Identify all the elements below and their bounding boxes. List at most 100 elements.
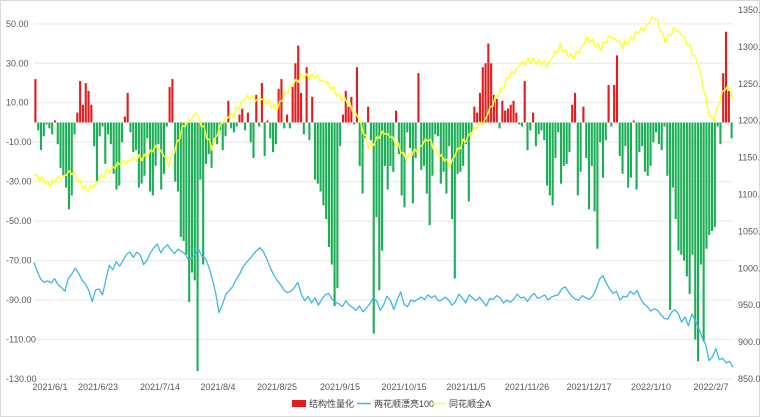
bar bbox=[571, 104, 574, 123]
bar bbox=[484, 63, 487, 123]
bar bbox=[107, 122, 110, 135]
bar bbox=[372, 122, 375, 334]
bar bbox=[336, 122, 339, 289]
bar bbox=[724, 31, 728, 123]
bar bbox=[196, 122, 199, 372]
bar bbox=[560, 122, 563, 184]
bar bbox=[190, 122, 194, 273]
bar bbox=[266, 120, 269, 123]
bar bbox=[375, 122, 378, 218]
line-series-2-path bbox=[33, 16, 734, 194]
x-tick-label: 2021/11/26 bbox=[505, 382, 549, 392]
bar bbox=[590, 122, 593, 166]
bar bbox=[45, 122, 48, 125]
bar bbox=[473, 106, 476, 123]
bar bbox=[688, 122, 691, 295]
bar bbox=[520, 122, 523, 127]
left-tick-label: -70.00 bbox=[6, 256, 32, 266]
bar bbox=[311, 96, 314, 123]
bar bbox=[224, 122, 227, 137]
bar bbox=[369, 122, 372, 141]
bar bbox=[666, 122, 669, 176]
bar bbox=[495, 98, 498, 123]
bar bbox=[353, 122, 356, 125]
bar bbox=[316, 122, 319, 184]
bar bbox=[526, 122, 529, 151]
bar bbox=[464, 122, 468, 145]
bar bbox=[53, 120, 57, 123]
bar bbox=[694, 122, 697, 340]
bar bbox=[319, 122, 322, 192]
right-tick-label: 1100.00 bbox=[738, 190, 760, 200]
x-tick-label: 2021/7/14 bbox=[140, 382, 180, 392]
x-tick-label: 2021/8/4 bbox=[200, 382, 235, 392]
bar bbox=[260, 83, 263, 123]
bar bbox=[305, 67, 308, 123]
bar bbox=[635, 122, 638, 190]
bar bbox=[109, 122, 112, 145]
bar bbox=[422, 122, 426, 166]
bar bbox=[34, 79, 37, 123]
bar bbox=[378, 122, 381, 291]
right-tick-label: 1000.00 bbox=[738, 263, 760, 273]
bar bbox=[417, 73, 420, 123]
bar bbox=[409, 122, 412, 149]
bar bbox=[93, 122, 96, 147]
bar bbox=[699, 122, 702, 265]
bar bbox=[249, 122, 252, 143]
left-tick-label: -10.00 bbox=[6, 137, 32, 147]
bar bbox=[347, 106, 350, 123]
bar bbox=[657, 122, 660, 145]
bar bbox=[62, 122, 65, 176]
left-tick-label: -30.00 bbox=[6, 177, 32, 187]
bar bbox=[607, 84, 610, 123]
left-tick-label: 30.00 bbox=[6, 58, 29, 68]
left-tick-label: -50.00 bbox=[6, 216, 32, 226]
left-tick-label: -130.00 bbox=[6, 374, 37, 384]
bar bbox=[146, 122, 149, 139]
right-tick-label: 850.00 bbox=[738, 374, 760, 384]
bar bbox=[135, 122, 138, 151]
line-series-1-path bbox=[33, 243, 734, 368]
bar bbox=[669, 122, 672, 310]
bar bbox=[168, 86, 171, 123]
bar bbox=[601, 122, 605, 178]
bar bbox=[104, 122, 107, 164]
bar bbox=[604, 122, 607, 141]
legend-label: 同花顺全A bbox=[449, 398, 491, 409]
bar bbox=[504, 110, 507, 123]
bar bbox=[216, 122, 219, 145]
bar bbox=[576, 122, 579, 196]
left-tick-label: -110.00 bbox=[6, 335, 36, 345]
bar bbox=[339, 122, 342, 147]
bar bbox=[727, 90, 730, 123]
bar bbox=[557, 122, 560, 133]
bar bbox=[587, 122, 591, 210]
bar bbox=[627, 122, 630, 188]
bar bbox=[59, 122, 62, 168]
bar bbox=[258, 122, 261, 127]
bar bbox=[565, 122, 568, 164]
bar bbox=[39, 122, 43, 151]
right-tick-label: 1250.00 bbox=[738, 79, 760, 89]
x-tick-label: 2021/6/23 bbox=[78, 382, 118, 392]
bar bbox=[325, 122, 328, 220]
bar bbox=[154, 122, 157, 166]
bar bbox=[112, 122, 115, 174]
bar bbox=[643, 122, 646, 172]
bar bbox=[341, 114, 345, 123]
bar bbox=[98, 122, 101, 137]
bar bbox=[283, 122, 286, 129]
bar bbox=[671, 122, 674, 188]
line-series-1 bbox=[33, 243, 734, 368]
bar bbox=[42, 122, 45, 137]
bar bbox=[148, 122, 152, 192]
left-tick-label: -90.00 bbox=[6, 295, 32, 305]
bar bbox=[663, 122, 666, 127]
right-tick-label: 1350.00 bbox=[738, 5, 760, 15]
bar bbox=[87, 90, 90, 123]
bar bbox=[389, 122, 392, 166]
legend-label: 结构性量化 bbox=[309, 398, 354, 409]
